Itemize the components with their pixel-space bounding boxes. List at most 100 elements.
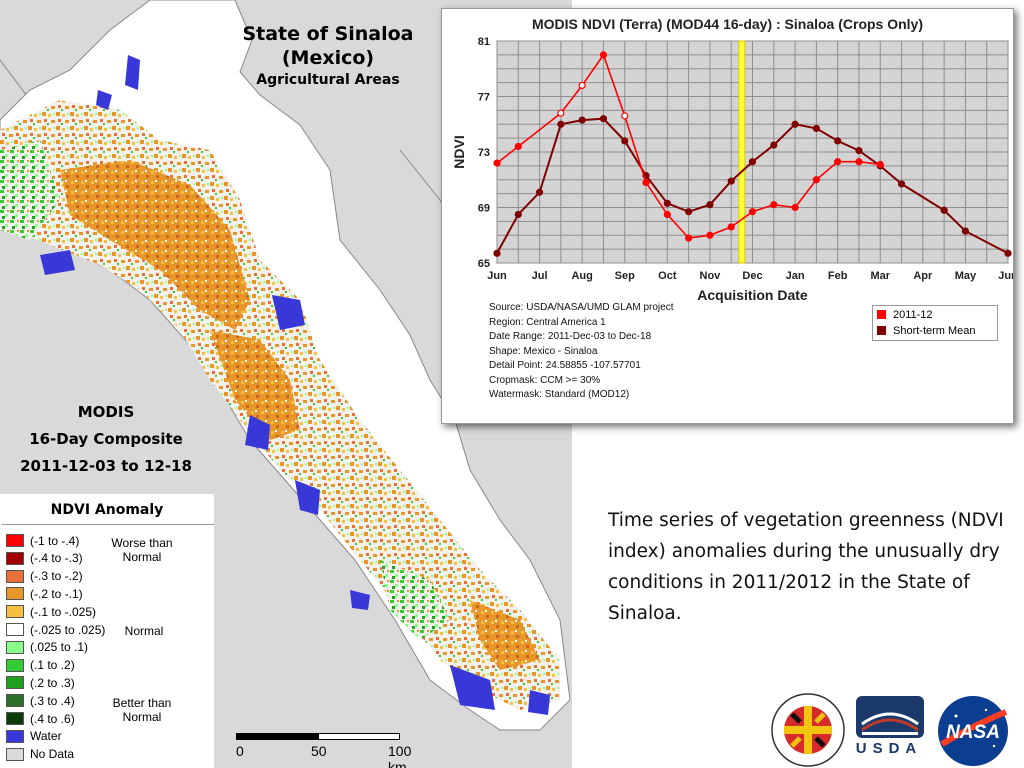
data-point (791, 203, 799, 212)
data-point (876, 160, 884, 169)
data-point (621, 112, 629, 120)
data-point (514, 210, 522, 219)
legend-label: (.025 to .1) (30, 640, 89, 655)
data-point (685, 234, 693, 242)
scale-segment-black (236, 733, 318, 740)
legend-label: (.2 to .3) (30, 675, 75, 690)
data-point (812, 176, 820, 184)
x-tick-label: Aug (571, 270, 592, 282)
legend-row: (-.025 to .025) (6, 621, 105, 638)
legend-row: (-.1 to -.025) (6, 603, 96, 620)
data-point (514, 142, 522, 151)
x-tick-label: Nov (700, 270, 722, 282)
legend-title: NDVI Anomaly (50, 502, 164, 518)
legend-label: (-1 to -.4) (30, 533, 80, 548)
usda-wordmark: USDA (855, 740, 923, 757)
data-point (748, 158, 757, 166)
data-point (578, 116, 586, 124)
legend-swatch (6, 676, 24, 690)
composite-line: 16-Day Composite (29, 430, 183, 448)
legend-divider (2, 524, 214, 525)
current-period-highlight (738, 40, 746, 264)
meta-source: Source: USDA/NASA/UMD GLAM project (489, 302, 674, 313)
legend-swatch (6, 640, 24, 654)
legend-swatch (6, 694, 24, 708)
legend-row: No Data (6, 746, 74, 763)
x-axis-label: Acquisition Date (697, 287, 808, 303)
ndvi-anomaly-legend: NDVI Anomaly Worse than Normal Normal Be… (0, 494, 214, 768)
x-tick-label: Feb (828, 270, 848, 282)
legend-label: (-.1 to -.025) (30, 604, 97, 619)
data-point (599, 51, 608, 59)
data-point (1004, 249, 1012, 257)
data-point (642, 178, 650, 187)
legend-row: (.4 to .6) (6, 710, 75, 727)
x-tick-label: Jun (487, 270, 507, 282)
x-tick-label: May (955, 270, 977, 282)
data-point (557, 109, 565, 117)
data-point (748, 208, 757, 216)
scale-label-0: 0 (236, 743, 244, 759)
legend-row: (-.4 to -.3) (6, 550, 83, 567)
data-point (855, 158, 863, 166)
sinaloa-map (0, 0, 571, 731)
legend-group-worse: Worse than Normal (111, 536, 173, 564)
legend-row: (.3 to .4) (6, 692, 75, 709)
meta-region: Region: Central America 1 (489, 316, 606, 328)
legend-label: (.4 to .6) (30, 711, 75, 726)
data-point (812, 124, 820, 133)
y-tick-label: 65 (478, 258, 490, 270)
legend-label: (-.025 to .025) (30, 622, 106, 637)
meta-cropmask: Cropmask: CCM >= 30% (489, 374, 601, 386)
legend-label: (-.2 to -.1) (30, 586, 83, 601)
data-point (663, 199, 671, 207)
legend-label: No Data (30, 747, 75, 762)
legend-swatch (6, 534, 24, 547)
data-point (578, 81, 586, 90)
y-tick-label: 73 (478, 147, 490, 159)
y-tick-label: 77 (478, 92, 490, 104)
legend-label: (-.4 to -.3) (30, 551, 83, 566)
legend-row: Water (6, 728, 62, 745)
data-point (940, 206, 948, 214)
slide-caption: Time series of vegetation greenness (NDV… (608, 510, 1004, 624)
legend-swatch-mean (877, 326, 886, 335)
ndvi-chart-card: 65 69 73 77 81 Jun Jul Aug Sep Oct Nov Dec Jan Feb Mar… (441, 8, 1014, 424)
data-point (535, 188, 544, 196)
meta-date-range: Date Range: 2011-Dec-03 to Dec-18 (489, 331, 652, 342)
legend-swatch-current (877, 310, 886, 319)
data-point (727, 223, 735, 231)
data-point (493, 159, 501, 167)
meta-detail-point: Detail Point: 24.58855 -107.57701 (489, 360, 641, 371)
legend-row: (.2 to .3) (6, 674, 75, 691)
legend-row: (-.2 to -.1) (6, 585, 83, 602)
legend-label: (.3 to .4) (30, 693, 75, 708)
legend-swatch (6, 551, 24, 565)
chart-metadata: Source: USDA/NASA/UMD GLAM project Regio… (489, 301, 674, 403)
meta-watermask: Watermask: Standard (MOD12) (489, 389, 630, 400)
data-point (706, 201, 714, 209)
chart-legend: 2011-12 Short-term Mean (872, 305, 998, 341)
map-title: State of Sinaloa (242, 23, 414, 45)
scale-label-50: 50 (311, 743, 327, 759)
data-point (791, 120, 799, 128)
x-tick-label: Apr (913, 270, 933, 282)
map-title-block: State of Sinaloa (Mexico) Agricultural A… (228, 22, 428, 90)
university-of-maryland-seal-icon (771, 693, 845, 767)
legend-swatch (6, 658, 24, 672)
legend-label-current: 2011-12 (893, 308, 933, 321)
modis-line: MODIS (77, 403, 135, 421)
legend-swatch (6, 747, 24, 761)
x-tick-label: Mar (870, 270, 890, 282)
legend-swatch (6, 729, 24, 743)
chart-legend-item-current: 2011-12 (873, 307, 997, 322)
chart-legend-item-mean: Short-term Mean (873, 323, 997, 338)
legend-swatch (6, 569, 24, 583)
map-subtitle: Agricultural Areas (256, 72, 400, 88)
data-point (834, 158, 842, 166)
x-tick-label: Sep (615, 270, 635, 282)
series-line (496, 53, 881, 239)
date-range-line: 2011-12-03 to 12-18 (20, 457, 192, 475)
legend-label: (-.3 to -.2) (30, 569, 83, 584)
y-tick-label: 69 (478, 203, 490, 215)
